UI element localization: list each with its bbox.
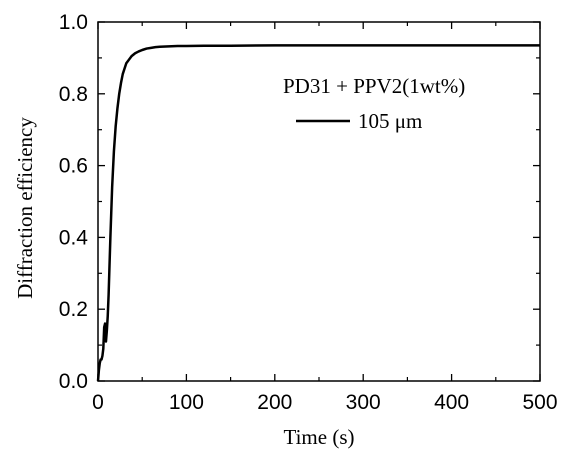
ticks-layer: 0 100 200 300 400 500 0.0 0.2 0.4 0.6 0.8 1.0 <box>59 11 558 414</box>
y-tick-label: 0.2 <box>59 298 88 321</box>
x-tick-label: 500 <box>522 391 557 414</box>
series-line-105um <box>96 44 540 382</box>
y-tick-label: 0.8 <box>59 83 88 106</box>
x-tick-label: 0 <box>92 391 104 414</box>
x-tick-label: 300 <box>346 391 381 414</box>
x-tick-label: 100 <box>169 391 204 414</box>
series-layer <box>96 44 540 382</box>
y-tick-label: 0.4 <box>59 226 89 249</box>
legend-header: PD31 + PPV2(1wt%) <box>283 74 465 98</box>
x-tick-label: 200 <box>257 391 292 414</box>
legend-entry-105um: 105 μm <box>358 109 422 133</box>
x-tick-label: 400 <box>434 391 469 414</box>
y-tick-label: 0.0 <box>59 370 88 393</box>
x-axis-label: Time (s) <box>284 425 355 449</box>
plot-frame <box>97 21 541 382</box>
y-tick-label: 1.0 <box>59 11 88 34</box>
y-tick-label: 0.6 <box>59 155 88 178</box>
legend: PD31 + PPV2(1wt%) 105 μm <box>283 74 465 133</box>
y-axis-label: Diffraction efficiency <box>13 117 37 299</box>
